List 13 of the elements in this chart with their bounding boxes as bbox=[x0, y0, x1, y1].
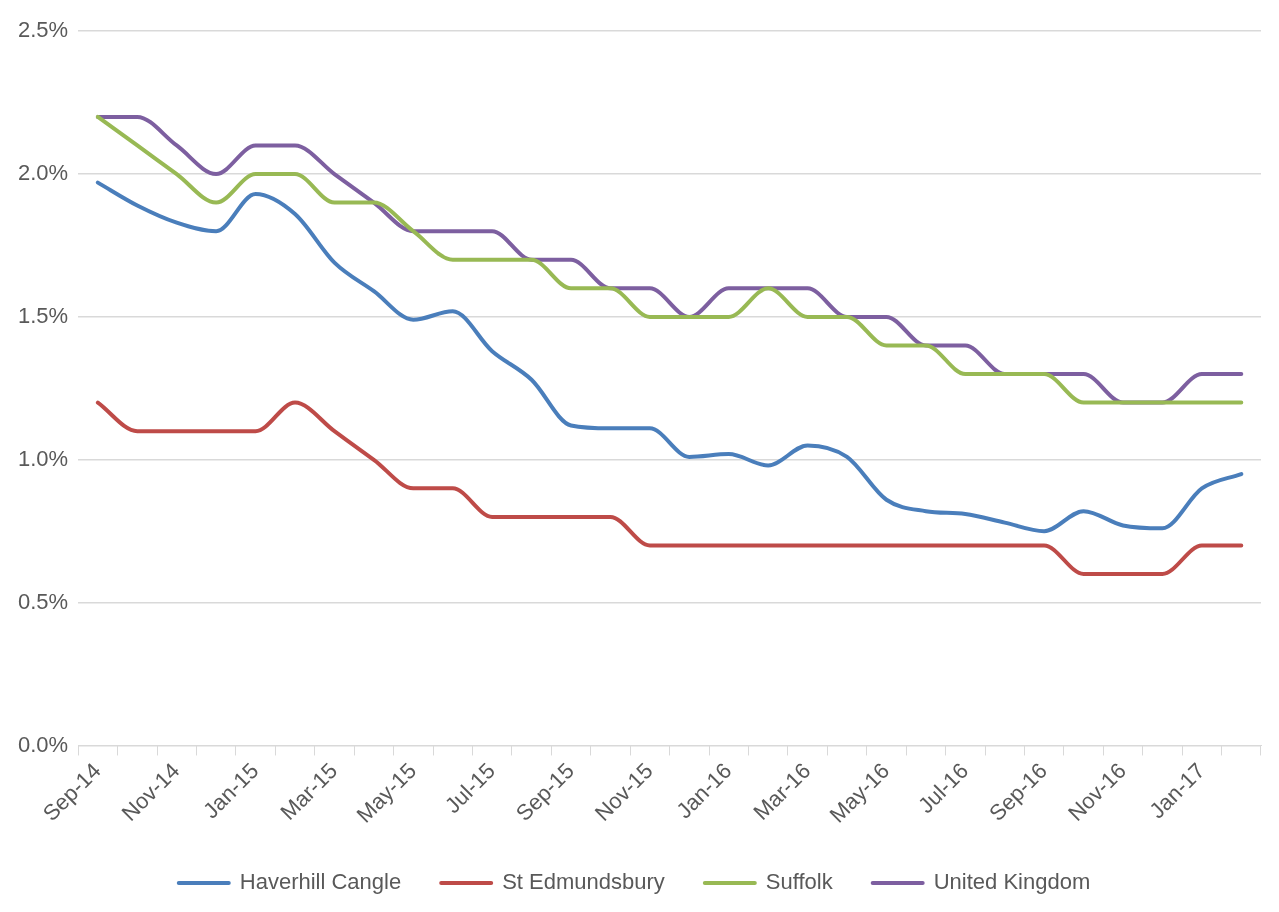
line-series bbox=[95, 114, 1244, 405]
legend-label: Haverhill Cangle bbox=[239, 869, 402, 895]
legend-label: Suffolk bbox=[765, 869, 834, 895]
y-tick-label: 1.0% bbox=[17, 445, 69, 471]
line-series bbox=[95, 400, 1244, 577]
legend-label: United Kingdom bbox=[933, 869, 1091, 895]
y-tick-label: 0.5% bbox=[17, 588, 69, 614]
y-tick-label: 2.5% bbox=[17, 17, 69, 43]
y-tick-label: 0.0% bbox=[17, 731, 69, 757]
line-series bbox=[95, 180, 1244, 534]
y-tick-label: 1.5% bbox=[17, 302, 69, 328]
legend-label: St Edmundsbury bbox=[502, 869, 665, 895]
y-tick-label: 2.0% bbox=[17, 160, 69, 186]
